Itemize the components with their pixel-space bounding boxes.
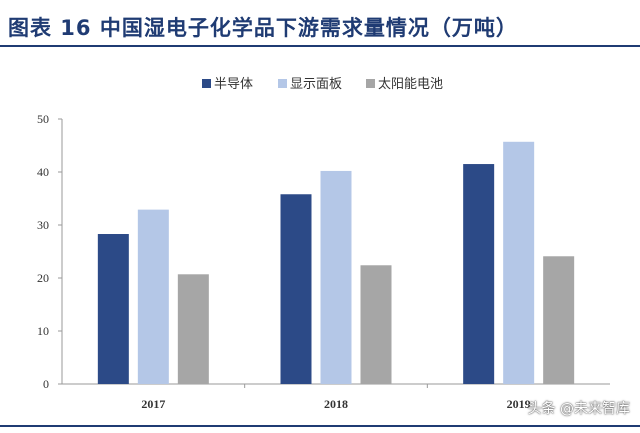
bar-2018-太阳能电池 [360, 265, 392, 384]
bar-2018-半导体 [280, 194, 312, 384]
bar-2017-显示面板 [137, 209, 169, 384]
title-divider [0, 45, 640, 47]
bar-2018-显示面板 [320, 170, 352, 384]
page-title: 图表 16 中国湿电子化学品下游需求量情况（万吨） [8, 16, 518, 40]
chart-legend: 半导体 显示面板 太阳能电池 [202, 77, 443, 92]
bottom-divider [0, 425, 640, 427]
watermark: 头条 @未来智库 [527, 401, 630, 417]
chart-bars [97, 141, 575, 384]
y-tick-label: 30 [37, 218, 49, 232]
bar-2019-显示面板 [503, 141, 535, 384]
y-tick-label: 40 [37, 165, 49, 179]
legend-swatch-太阳能电池 [366, 79, 375, 88]
legend-label-太阳能电池: 太阳能电池 [378, 77, 443, 92]
bar-2017-半导体 [97, 234, 129, 384]
x-tick-label: 2017 [141, 397, 165, 411]
legend-swatch-半导体 [202, 79, 211, 88]
y-tick-label: 50 [37, 112, 49, 126]
bar-2019-半导体 [463, 164, 495, 384]
y-tick-label: 10 [37, 324, 49, 338]
bar-2019-太阳能电池 [543, 256, 575, 384]
bar-2017-太阳能电池 [177, 274, 209, 384]
x-tick-label: 2019 [507, 397, 531, 411]
legend-label-半导体: 半导体 [214, 77, 253, 92]
legend-label-显示面板: 显示面板 [290, 77, 342, 92]
x-tick-label: 2018 [324, 397, 348, 411]
legend-swatch-显示面板 [278, 79, 287, 88]
y-tick-label: 20 [37, 271, 49, 285]
y-tick-label: 0 [43, 377, 49, 391]
